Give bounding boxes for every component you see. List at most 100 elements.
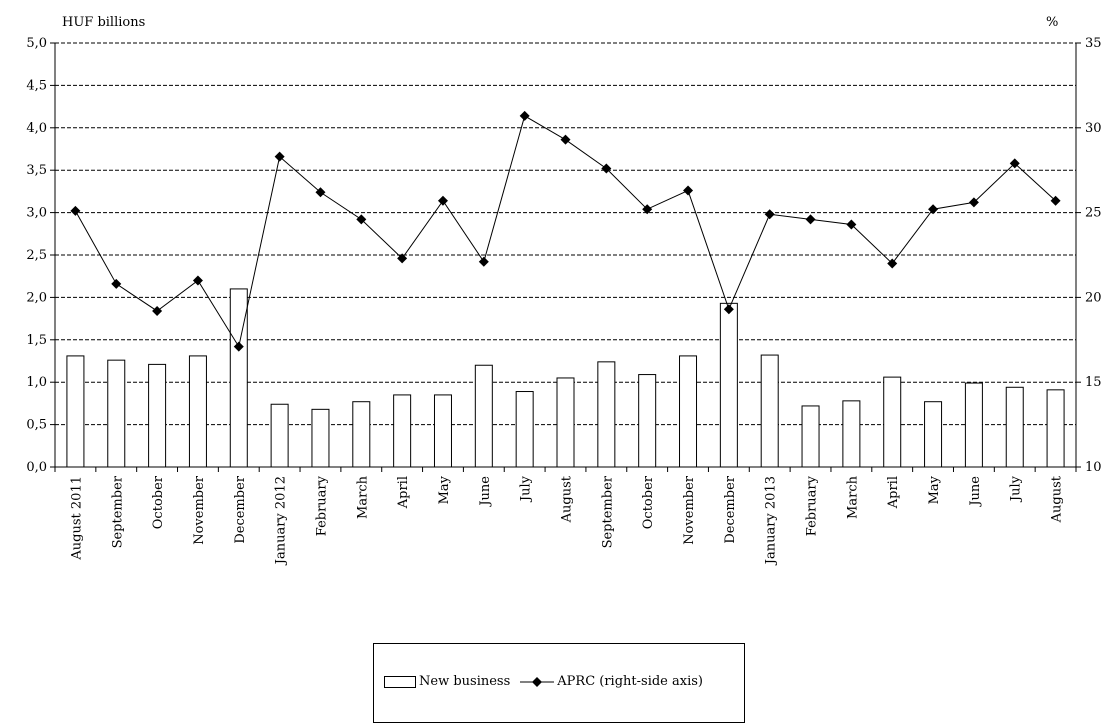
x-category-label: July [1009,475,1024,503]
x-category-label: July [519,475,534,503]
left-tick-label: 5,0 [26,36,47,51]
aprc-point [805,214,816,225]
aprc-point [683,185,694,196]
left-tick-label: 3,0 [26,206,47,221]
left-tick-label: 4,0 [26,121,47,136]
aprc-point [764,209,775,220]
x-category-label: April [396,476,411,509]
right-tick-label: 20 [1085,290,1102,305]
x-category-label: April [886,476,901,509]
right-tick-label: 30 [1085,121,1102,136]
aprc-point [233,341,244,352]
legend-line-label: APRC (right-side axis) [557,674,703,689]
bar [1005,386,1024,468]
aprc-point [478,256,489,267]
x-category-label: January 2013 [764,476,779,566]
bar [883,376,902,468]
aprc-point [560,134,571,145]
x-category-label: August [1050,475,1065,523]
bar-series-new-business [66,288,1065,468]
bar [270,403,289,468]
bar [1046,389,1065,468]
x-category-label: August 2011 [69,476,84,561]
x-category-label: June [968,476,983,508]
left-axis-tick-labels: 0,0 0,5 1,0 1,5 2,0 2,5 3,0 3,5 4,0 4,5 5,0 [26,36,47,475]
x-axis-category-labels: August 2011 September October November Decem… [69,475,1064,566]
right-axis-tick-labels: 10 15 20 25 30 35 [1085,36,1102,475]
aprc-point [887,258,898,269]
x-category-label: August [560,475,575,523]
right-tick-label: 25 [1085,206,1102,221]
aprc-point [642,204,653,215]
aprc-point [274,151,285,162]
right-tick-label: 15 [1085,375,1102,390]
bar [556,377,575,468]
line-series-aprc [70,110,1061,352]
x-category-label: March [845,475,860,519]
bar [107,359,126,468]
bar [352,401,371,468]
aprc-point [192,275,203,286]
x-category-label: March [355,475,370,519]
x-category-label: May [437,475,452,504]
bar [515,391,534,468]
x-category-label: November [682,475,697,545]
aprc-point [519,110,530,121]
x-category-label: February [805,475,820,536]
bar [638,374,657,468]
left-tick-label: 2,5 [26,248,47,263]
gridlines [55,42,1076,426]
bar [188,355,207,468]
x-category-label: October [641,475,656,529]
x-category-label: December [723,475,738,543]
left-tick-label: 0,0 [26,460,47,475]
bar [311,408,330,468]
aprc-point [928,204,939,215]
aprc-point [111,278,122,289]
left-tick-label: 1,0 [26,375,47,390]
bar [964,382,983,468]
x-category-label: February [314,475,329,536]
aprc-line [74,115,1056,348]
x-category-label: June [478,476,493,508]
legend: New business APRC (right-side axis) [373,643,745,723]
right-tick-label: 10 [1085,460,1102,475]
bar [760,354,779,468]
aprc-point [723,304,734,315]
bar [474,364,493,468]
bar [801,405,820,468]
aprc-point [356,214,367,225]
left-tick-label: 0,5 [26,418,47,433]
legend-items: New business APRC (right-side axis) [384,674,703,689]
aprc-point [601,163,612,174]
right-tick-label: 35 [1085,36,1102,51]
aprc-point [437,195,448,206]
bar [679,355,698,468]
left-axis-unit: HUF billions [62,15,145,30]
aprc-point [70,205,81,216]
x-category-label: January 2012 [274,476,289,566]
legend-bar-label: New business [419,674,511,689]
aprc-point [846,219,857,230]
aprc-point [1009,158,1020,169]
x-category-label: December [233,475,248,543]
x-category-label: November [192,475,207,545]
bar [229,288,248,468]
legend-line-swatch [520,676,555,687]
axes [50,42,1081,472]
left-tick-label: 4,5 [26,78,47,93]
bar [924,401,943,468]
bar [393,394,412,468]
legend-bar-swatch [384,675,416,688]
left-tick-label: 2,0 [26,290,47,305]
bar [597,361,616,468]
left-tick-label: 1,5 [26,333,47,348]
bar [148,363,167,468]
x-category-label: October [151,475,166,529]
bar [66,355,85,468]
aprc-point [1050,195,1061,206]
x-category-label: September [110,475,125,548]
x-category-label: May [927,475,942,504]
aprc-point [968,197,979,208]
